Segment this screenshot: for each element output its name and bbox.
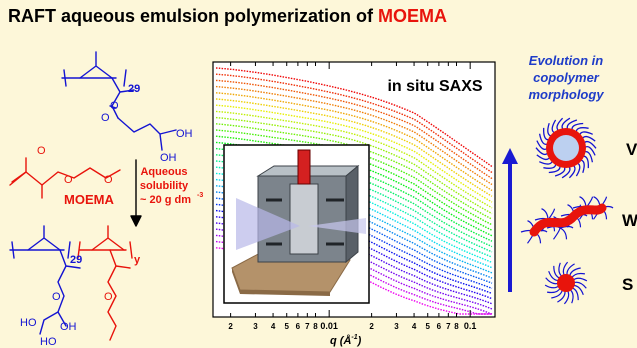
- saxs-curve: [215, 79, 493, 180]
- corona-chain: [572, 277, 588, 282]
- corona-chain: [559, 227, 568, 240]
- block-oxygen-red: O: [104, 291, 113, 303]
- inset-beam-left: [236, 198, 300, 250]
- corona-chain: [553, 227, 561, 240]
- x-tick-label: 5: [425, 322, 430, 331]
- title-prefix: RAFT aqueous emulsion polymerization of: [8, 6, 379, 26]
- saxs-plot: 2 3 4 5 6 7 8 0.01 2 3 4 5 6 7 8 0.1 in situ SAXS q (Å-…: [212, 61, 496, 347]
- title-highlight: MOEMA: [378, 6, 448, 26]
- solubility-line-1: Aqueous: [140, 166, 187, 178]
- macro-cta-structure: [61, 51, 177, 151]
- oh-label-block: OH: [60, 321, 77, 333]
- reaction-arrow-head: [130, 215, 142, 227]
- page-title: RAFT aqueous emulsion polymerization of …: [8, 6, 447, 27]
- solubility-exponent: -3: [197, 192, 203, 199]
- sphere-morphology: [544, 261, 588, 305]
- saxs-curve: [215, 92, 493, 192]
- x-tick-label: 8: [454, 322, 459, 331]
- saxs-curve: [215, 67, 493, 168]
- monomer-name: MOEMA: [64, 192, 114, 207]
- block-oxygen-blue: O: [52, 291, 61, 303]
- inset-cell-side: [345, 164, 359, 264]
- x-tick-label: 4: [271, 322, 276, 331]
- saxs-curve: [215, 85, 493, 186]
- monomer-oxygen-1: O: [37, 145, 46, 157]
- morphology-label-w: W: [622, 211, 637, 230]
- corona-chain: [548, 270, 560, 282]
- oh-label-top-1: OH: [176, 128, 193, 140]
- instrument-inset: [223, 144, 370, 304]
- saxs-label-bg: [381, 72, 491, 98]
- ho-label: HO: [20, 317, 37, 329]
- corona-chain: [558, 262, 563, 278]
- x-axis-label: q (Å-1): [330, 334, 362, 347]
- saxs-x-ticks: 2 3 4 5 6 7 8 0.01 2 3 4 5 6 7 8 0.1: [228, 62, 476, 331]
- worm-core: [529, 203, 607, 237]
- x-tick-label: 6: [296, 322, 301, 331]
- corona-chain: [569, 288, 574, 304]
- monomer-oxygen-3: O: [104, 174, 113, 186]
- moema-monomer-structure: [9, 157, 121, 199]
- sphere-core: [557, 274, 575, 292]
- corona-chain: [572, 284, 584, 296]
- worm-morphology: [520, 196, 614, 244]
- x-tick-label: 3: [253, 322, 258, 331]
- oxygen-label-1: O: [101, 112, 110, 124]
- morphology-heading-3: morphology: [528, 87, 604, 102]
- inset-window: [289, 183, 319, 255]
- x-tick-label: 2: [369, 322, 374, 331]
- x-tick-label: 0.01: [320, 321, 338, 331]
- x-tick-label: 2: [228, 322, 233, 331]
- corona-chain: [568, 267, 581, 278]
- x-tick-label: 7: [446, 322, 451, 331]
- oh-label-top-2: OH: [160, 152, 177, 164]
- saxs-curve: [215, 73, 493, 174]
- morphology-panel: Evolution in copolymer morphology V W S: [502, 53, 637, 305]
- morphology-heading-2: copolymer: [533, 70, 600, 85]
- dp-subscript-block: 29: [70, 254, 82, 266]
- vesicle-morphology: [535, 117, 597, 179]
- x-tick-label: 5: [284, 322, 289, 331]
- x-axis-label-exp: -1: [351, 334, 357, 341]
- morphology-label-s: S: [622, 275, 633, 294]
- x-tick-label: 6: [437, 322, 442, 331]
- dp-subscript-top: 29: [128, 83, 140, 95]
- inset-beam-right: [308, 218, 366, 234]
- x-tick-label: 3: [394, 322, 399, 331]
- saxs-curve: [215, 98, 493, 197]
- inset-probe: [297, 149, 311, 185]
- corona-chain: [544, 284, 560, 289]
- inset-floor-edge: [232, 268, 330, 296]
- dp-subscript-y: y: [134, 254, 141, 266]
- x-tick-label: 7: [305, 322, 310, 331]
- x-axis-label-main: q (Å: [330, 334, 351, 347]
- ho-label-bottom: HO: [40, 336, 57, 348]
- chemical-structures: 29 O O OH OH O O O MOEMA Aqueous solubil…: [9, 51, 203, 348]
- corona-chain: [551, 288, 564, 299]
- diblock-copolymer-structure: [9, 225, 133, 341]
- solubility-line-2: solubility: [140, 180, 189, 192]
- x-tick-label: 4: [412, 322, 417, 331]
- x-axis-label-close: ): [357, 335, 362, 347]
- monomer-oxygen-2: O: [64, 174, 73, 186]
- x-tick-label: 8: [313, 322, 318, 331]
- x-tick-label: 0.1: [464, 321, 477, 331]
- vesicle-lumen: [553, 135, 579, 161]
- morphology-heading-1: Evolution in: [529, 53, 603, 68]
- solubility-line-3: ~ 20 g dm: [140, 194, 191, 206]
- saxs-label: in situ SAXS: [387, 78, 482, 95]
- oxygen-label-2: O: [110, 100, 119, 112]
- evolution-arrow-head: [502, 148, 518, 164]
- saxs-curve: [215, 104, 493, 203]
- saxs-curve: [215, 110, 493, 209]
- morphology-label-v: V: [626, 140, 637, 159]
